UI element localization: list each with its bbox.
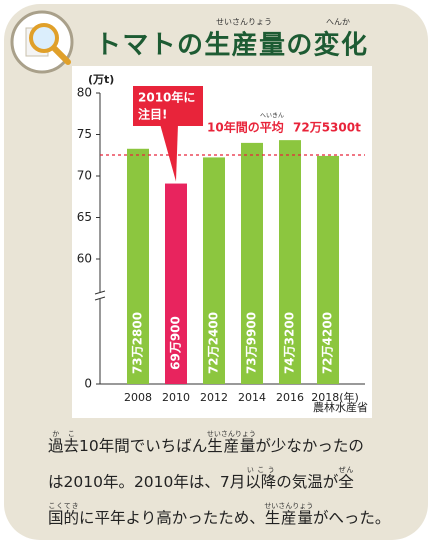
bar bbox=[127, 148, 149, 384]
body-segment: がへった。 bbox=[312, 509, 391, 527]
body-segment: 全 bbox=[338, 473, 354, 491]
y-tick-label: 65 bbox=[77, 210, 92, 224]
body-line: 過去かこ10年間でいちばん生産量せいさんりょうが少なかったの bbox=[48, 428, 408, 464]
mean-ruby: へいきん bbox=[260, 113, 284, 120]
mean-value-label: 72万5300t bbox=[293, 121, 361, 135]
value-label: 69万900 bbox=[169, 316, 183, 370]
annotation-box bbox=[133, 86, 203, 126]
mean-label: 10年間の平均 bbox=[207, 120, 284, 135]
body-segment: 過去 bbox=[48, 437, 80, 455]
value-label: 73万2800 bbox=[131, 312, 145, 374]
value-label: 72万2400 bbox=[207, 312, 221, 374]
ruby: 生産量せいさんりょう bbox=[206, 430, 256, 455]
x-tick-label: 2012 bbox=[200, 391, 228, 404]
bar bbox=[317, 155, 339, 384]
y-tick-label: 0 bbox=[84, 377, 92, 391]
y-tick-label: 80 bbox=[77, 86, 92, 100]
value-label: 72万4200 bbox=[321, 312, 335, 374]
axis-break bbox=[94, 290, 106, 301]
x-tick-label: 2016 bbox=[276, 391, 304, 404]
x-tick-label: 2018(年) bbox=[311, 390, 359, 404]
x-tick-label: 2008 bbox=[124, 391, 152, 404]
ruby: 全ぜん bbox=[338, 466, 354, 491]
ruby-text: いこう bbox=[245, 466, 277, 474]
title: トマトの生産量の変化 bbox=[95, 30, 367, 61]
bar bbox=[279, 140, 301, 384]
body-text: 過去かこ10年間でいちばん生産量せいさんりょうが少なかったの は2010年。201… bbox=[48, 428, 408, 536]
body-segment: は2010年。2010年は、7月 bbox=[48, 473, 246, 491]
y-tick-label: 75 bbox=[77, 127, 92, 141]
ruby-text: せいさんりょう bbox=[264, 502, 314, 510]
axis-break-gap bbox=[95, 293, 105, 299]
bar bbox=[165, 183, 187, 384]
body-segment: 10年間でいちばん bbox=[79, 437, 208, 455]
bar bbox=[203, 157, 225, 384]
bar bbox=[241, 142, 263, 384]
body-line: 国的こくてきに平年より高かったため、生産量せいさんりょうがへった。 bbox=[48, 500, 408, 536]
value-label: 74万3200 bbox=[283, 312, 297, 374]
body-segment: に平年より高かったため、 bbox=[79, 509, 265, 527]
body-segment: の気温が bbox=[276, 473, 339, 491]
value-label: 73万9900 bbox=[245, 312, 259, 374]
ruby-text: せいさんりょう bbox=[206, 430, 256, 438]
body-segment: 国的 bbox=[48, 509, 80, 527]
y-tick-label: 60 bbox=[77, 252, 92, 266]
title-ruby: へんか bbox=[326, 18, 350, 27]
ruby: 以降いこう bbox=[245, 466, 277, 491]
ruby: 生産量せいさんりょう bbox=[264, 502, 314, 527]
annotation-pointer bbox=[160, 124, 178, 182]
ruby-text: ぜん bbox=[338, 466, 354, 474]
body-segment: 生産量 bbox=[264, 509, 314, 527]
y-unit: (万t) bbox=[88, 73, 114, 86]
source: 農林水産省 bbox=[313, 400, 368, 414]
body-segment: 以降 bbox=[245, 473, 277, 491]
annotation-text: 注目! bbox=[138, 107, 167, 122]
x-tick-label: 2010 bbox=[162, 391, 190, 404]
title-ruby: せいさんりょう bbox=[216, 18, 272, 27]
body-line: は2010年。2010年は、7月以降いこうの気温が全ぜん bbox=[48, 464, 408, 500]
ruby-text: かこ bbox=[48, 430, 80, 438]
x-tick-label: 2014 bbox=[238, 391, 266, 404]
y-tick-label: 70 bbox=[77, 169, 92, 183]
ruby-text: こくてき bbox=[48, 502, 80, 510]
magnifier-icon bbox=[10, 10, 74, 74]
body-segment: 生産量 bbox=[206, 437, 256, 455]
ruby: 国的こくてき bbox=[48, 502, 80, 527]
ruby: 過去かこ bbox=[48, 430, 80, 455]
body-segment: が少なかったの bbox=[255, 437, 364, 455]
annotation-text: 2010年に bbox=[138, 90, 195, 105]
